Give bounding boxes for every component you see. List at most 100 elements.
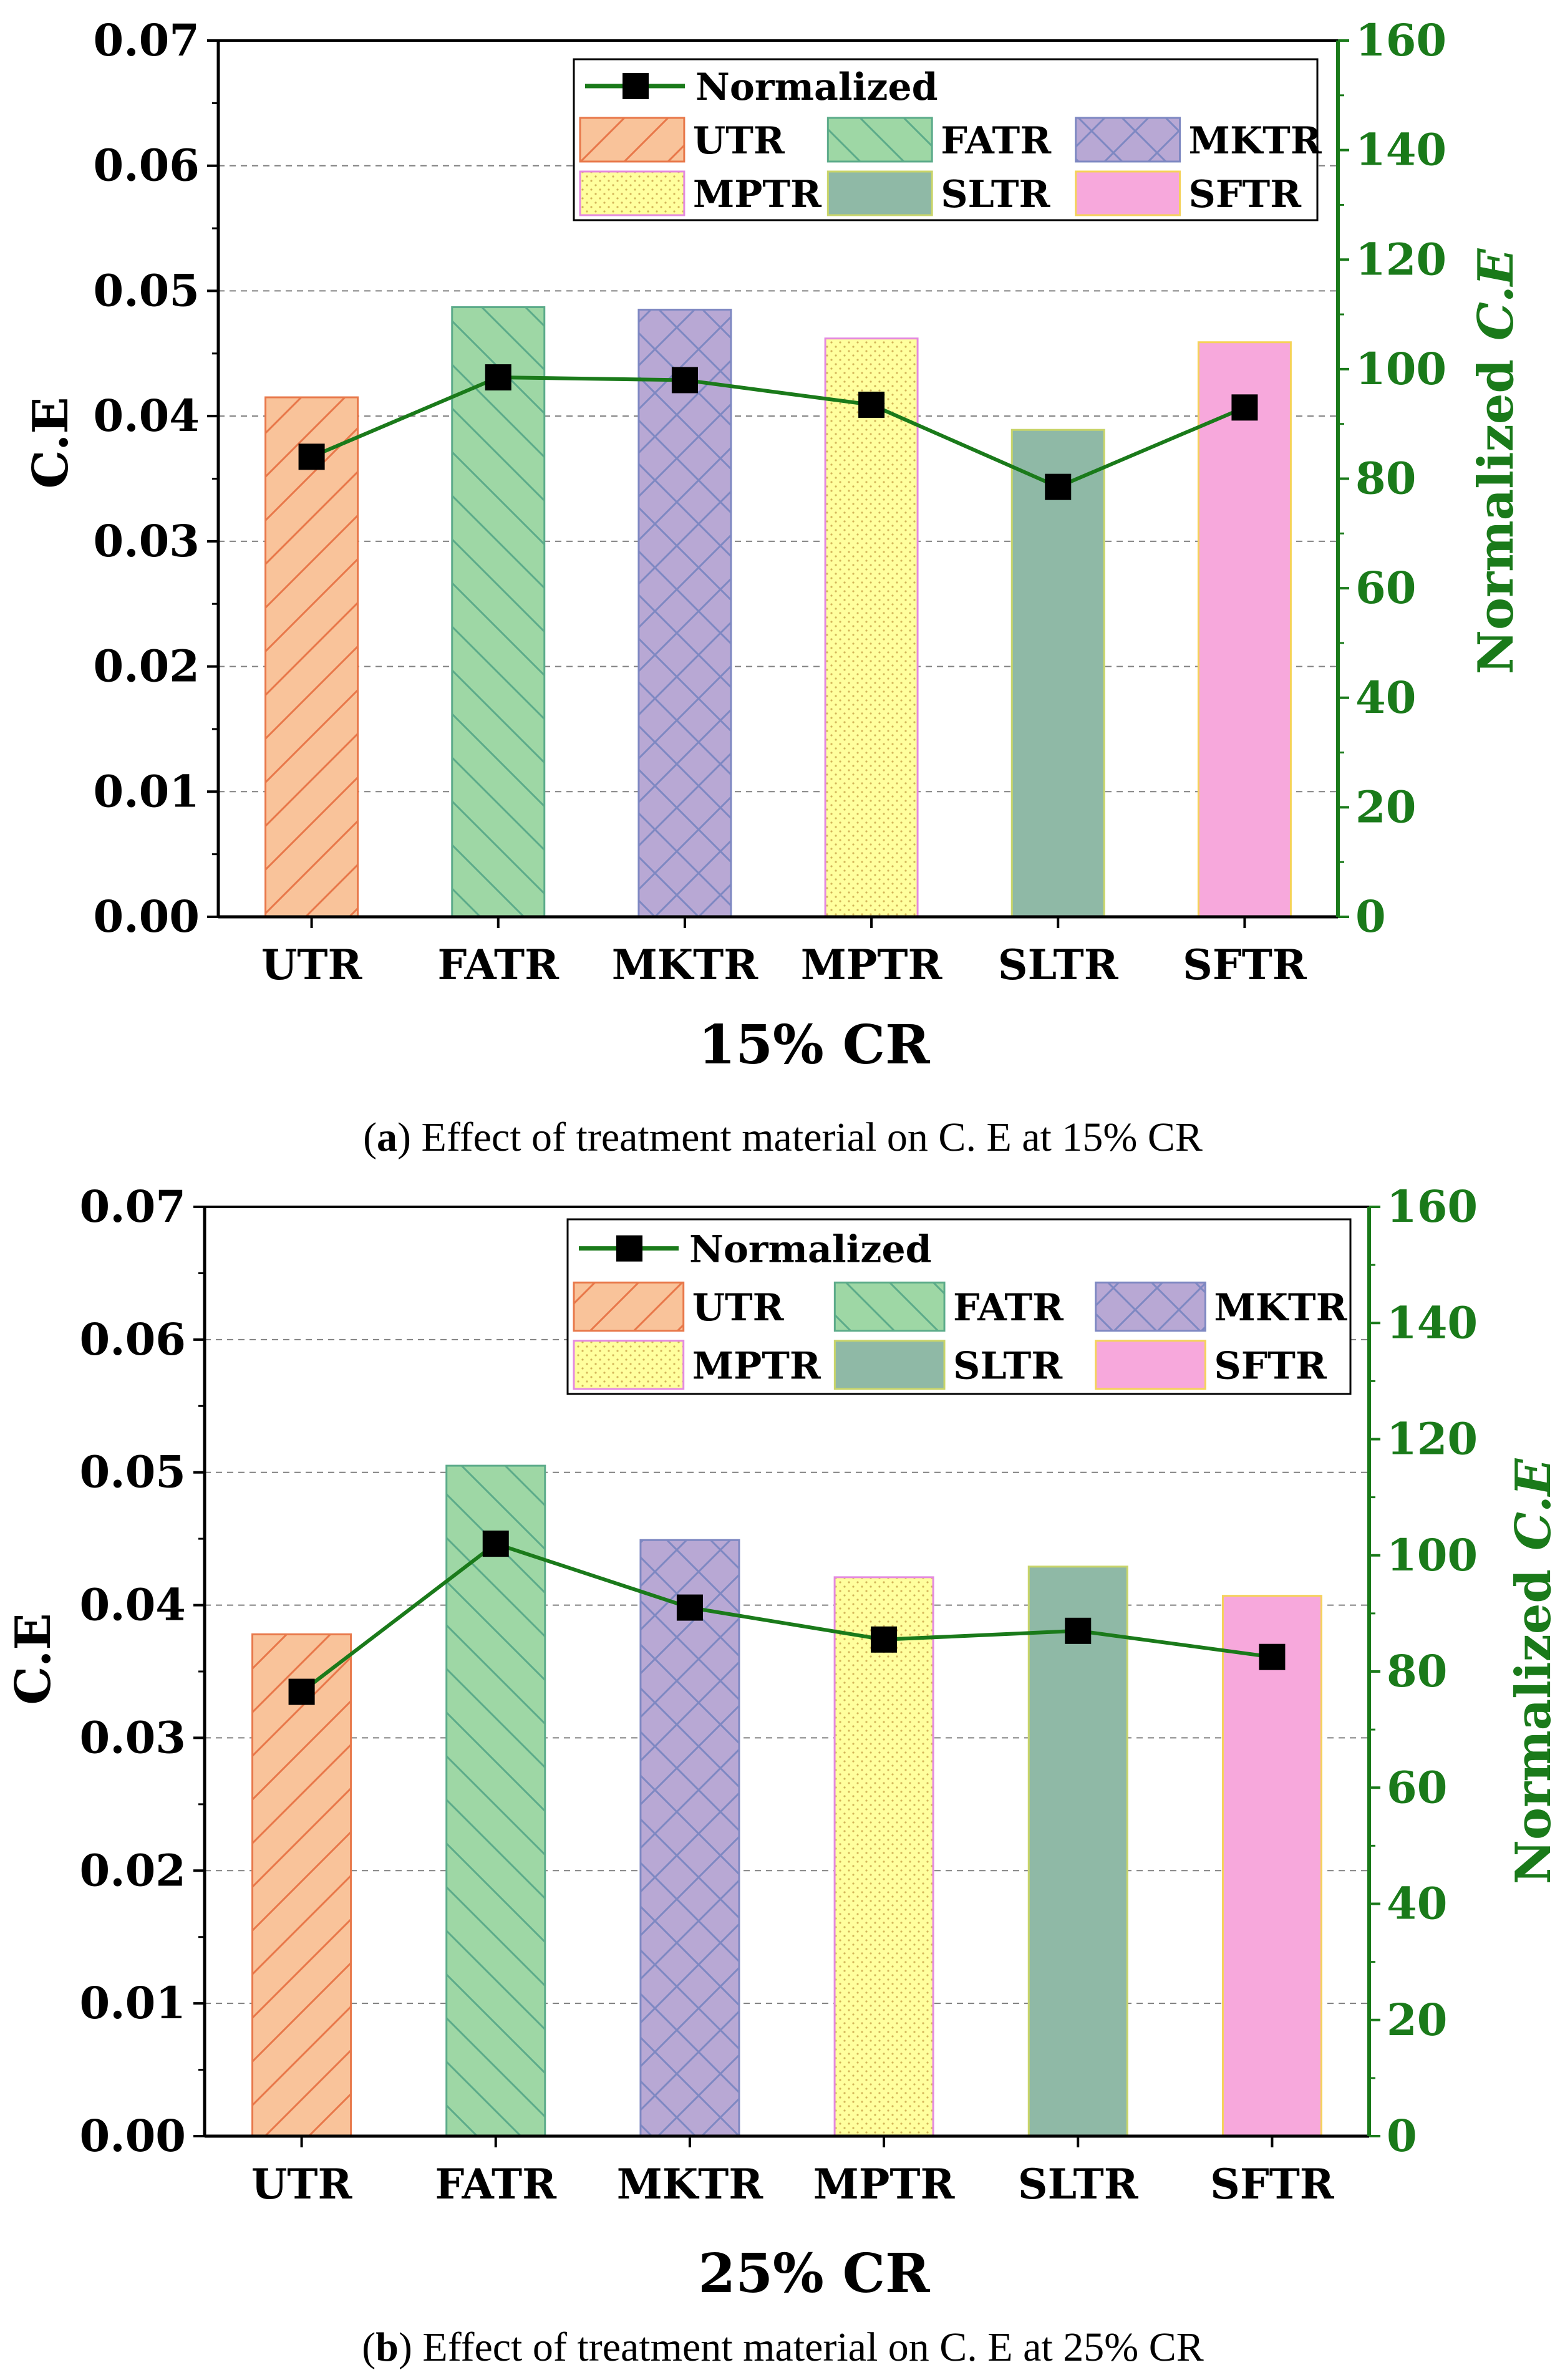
legend-a: Normalized UTR FATR MKTR MPTR SLTR SFTR [573, 58, 1322, 221]
x-tick-label: MKTR [617, 2160, 764, 2208]
x-tick-label: SFTR [1183, 941, 1307, 989]
y-tick-label: 0.02 [80, 1844, 187, 1896]
y-tick-label: 0.01 [80, 1977, 187, 2029]
legend-b: Normalized UTR FATR MKTR MPTR SLTR SFTR [566, 1218, 1352, 1395]
y-tick-label: 0.01 [94, 765, 200, 817]
legend-swatch-mptr [573, 1340, 685, 1390]
legend-swatch-fatr [833, 1281, 946, 1332]
grid-b [205, 1338, 1369, 2005]
x-ticks-b: UTR FATR MKTR MPTR SLTR SFTR [251, 2136, 1335, 2208]
legend-swatch-sftr [1075, 170, 1181, 216]
normalized-series-line [300, 1541, 1272, 1693]
normalized-series-line [311, 375, 1246, 489]
grid-a [218, 165, 1338, 793]
caption-label-a: a [377, 1115, 397, 1160]
normalized-marker [1231, 394, 1258, 421]
y-tick-label: 0.02 [94, 641, 200, 692]
bar-mktr [639, 1539, 740, 2137]
x-tick-label: SLTR [1018, 2160, 1139, 2208]
legend-swatch-mktr [1075, 117, 1181, 163]
y2-tick-label: 120 [1387, 1413, 1478, 1465]
caption-b: (b) Effect of treatment material on C. E… [362, 2324, 1204, 2370]
legend-label-sltr: SLTR [941, 173, 1050, 216]
legend-swatch-utr [579, 117, 686, 163]
x-tick-label: FATR [435, 2160, 557, 2208]
y2-tick-label: 0 [1355, 891, 1386, 942]
normalized-line-a [298, 364, 1258, 500]
legend-marker-swatch [616, 1235, 642, 1262]
legend-swatch-utr [573, 1281, 685, 1332]
bar-fatr [445, 1464, 546, 2137]
legend-swatch-mktr [1095, 1281, 1206, 1332]
legend-box [573, 58, 1319, 221]
bar-fatr [451, 306, 546, 918]
normalized-marker [1065, 1617, 1092, 1644]
legend-marker-swatch [623, 73, 649, 99]
y-tick-label: 0.06 [94, 140, 200, 191]
normalized-marker [482, 1531, 509, 1557]
legend-line-label: Normalized [689, 1228, 932, 1272]
normalized-marker [671, 367, 698, 394]
x-tick-label: FATR [437, 941, 560, 989]
legend-label-mktr: MKTR [1214, 1286, 1347, 1330]
legend-label-fatr: FATR [941, 119, 1052, 163]
normalized-marker [858, 391, 885, 418]
legend-label-utr: UTR [692, 1286, 785, 1330]
x-axis-title-a: 15% CR [698, 1013, 930, 1076]
y2-tick-label: 20 [1355, 781, 1416, 833]
caption-label-b: b [376, 2324, 399, 2370]
y2-tick-label: 140 [1355, 124, 1446, 176]
y2-tick-label: 120 [1355, 233, 1446, 285]
y-axis-title-a: C.E [22, 397, 79, 488]
x-tick-label: SLTR [998, 941, 1119, 989]
x-tick-label: MKTR [612, 941, 759, 989]
x-axis-title-b: 25% CR [698, 2242, 930, 2305]
y-tick-label: 0.00 [94, 891, 200, 942]
y-tick-label: 0.04 [80, 1579, 187, 1631]
normalized-marker [1259, 1643, 1286, 1670]
chart-panel-b: 0.00 0.01 0.02 0.03 0.04 0.05 0.06 0.07 0 20 40 60… [5, 1181, 1562, 2370]
bar-mktr [637, 309, 732, 918]
y-tick-label: 0.07 [80, 1181, 187, 1232]
y2-ticks-b: 0 20 40 60 80 100 120 140 160 [1369, 1181, 1478, 2162]
bar-mptr [824, 337, 919, 918]
y2-tick-label: 100 [1355, 343, 1446, 395]
legend-line-label: Normalized [695, 65, 938, 109]
x-ticks-a: UTR FATR MKTR MPTR SLTR SFTR [261, 917, 1307, 989]
normalized-line-b [288, 1531, 1286, 1705]
y2-tick-label: 40 [1387, 1878, 1447, 1930]
x-tick-label: MPTR [813, 2160, 956, 2208]
legend-swatch-sltr [826, 170, 933, 216]
normalized-marker [1045, 473, 1072, 500]
y-axis-title-b: C.E [5, 1613, 62, 1705]
y2-ticks-a: 0 20 40 60 80 100 120 140 160 [1338, 14, 1446, 942]
y2-tick-label: 80 [1387, 1645, 1447, 1697]
y-tick-label: 0.00 [80, 2110, 187, 2162]
chart-panel-a: 0.00 0.01 0.02 0.03 0.04 0.05 0.06 0.07 0 20 40 60… [22, 14, 1524, 1160]
y2-axis-title-a: NormalizedC.E [1468, 248, 1524, 674]
bar-mptr [833, 1576, 934, 2137]
legend-label-sftr: SFTR [1214, 1344, 1327, 1388]
y2-tick-label: 0 [1387, 2110, 1417, 2162]
normalized-marker [871, 1626, 898, 1653]
y-tick-label: 0.07 [94, 14, 200, 66]
y-ticks-b: 0.00 0.01 0.02 0.03 0.04 0.05 0.06 0.07 [80, 1181, 205, 2162]
y2-tick-label: 60 [1387, 1761, 1447, 1813]
y2-tick-label: 80 [1355, 453, 1416, 505]
legend-label-sltr: SLTR [953, 1344, 1063, 1388]
normalized-marker [485, 364, 511, 391]
y2-tick-label: 20 [1387, 1994, 1447, 2046]
y2-tick-label: 60 [1355, 562, 1416, 614]
y-tick-label: 0.05 [80, 1446, 187, 1498]
y-tick-label: 0.03 [80, 1711, 187, 1763]
bar-sftr [1197, 341, 1292, 918]
legend-label-sftr: SFTR [1189, 173, 1302, 216]
y-tick-label: 0.03 [94, 515, 200, 567]
normalized-marker [676, 1594, 703, 1621]
legend-label-utr: UTR [693, 119, 785, 163]
bar-utr [251, 1633, 352, 2137]
legend-swatch-sftr [1095, 1340, 1206, 1390]
bar-sltr [1010, 428, 1105, 918]
y2-tick-label: 40 [1355, 672, 1416, 723]
